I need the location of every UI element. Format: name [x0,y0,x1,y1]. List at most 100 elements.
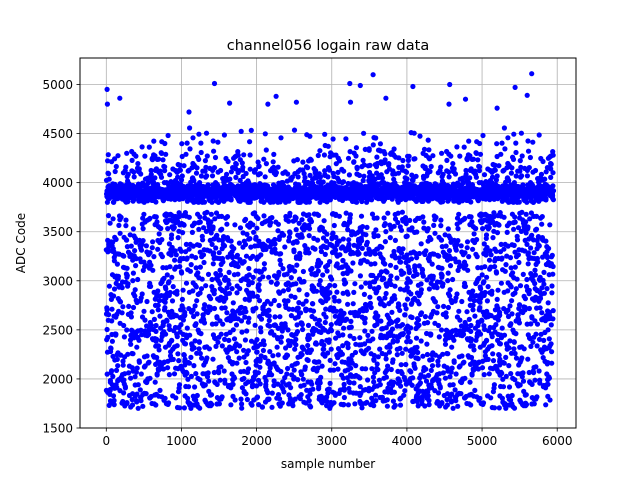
data-point [430,273,436,279]
data-point [198,286,205,292]
data-point [416,250,422,257]
data-point [382,239,388,245]
data-point [462,283,468,289]
data-point [174,288,180,294]
data-point [472,313,478,319]
data-point [285,171,291,177]
data-point [419,267,426,273]
data-point [302,364,308,370]
data-point [408,369,414,375]
data-point [225,158,231,165]
data-point [198,140,204,146]
data-point [230,300,236,306]
data-point [471,347,477,353]
data-point [235,271,241,277]
data-point [181,163,187,169]
data-point [255,215,261,222]
data-point [153,402,159,408]
data-point [377,382,383,388]
data-point [182,312,188,318]
data-point [320,272,326,278]
data-point [416,301,422,307]
data-point [236,355,242,361]
data-point [269,404,275,410]
data-point [188,354,194,360]
data-point [398,227,405,233]
data-point [271,382,277,389]
data-point [261,261,267,267]
data-point [382,261,388,267]
data-point [428,331,434,337]
data-point [299,321,305,328]
data-point [343,136,349,142]
data-point [315,268,321,274]
data-point [141,308,147,314]
data-point [348,365,354,371]
data-point [242,337,248,343]
data-point [226,281,232,287]
data-point [407,279,413,285]
data-point [315,237,321,243]
data-point [438,223,444,229]
data-point [257,171,263,177]
data-point [321,218,327,224]
data-point [146,331,152,337]
data-point [417,133,423,139]
data-point [115,273,121,279]
data-point [379,175,386,181]
data-point [468,322,474,329]
data-point [331,400,337,406]
data-point [223,295,229,301]
data-point [444,402,450,408]
data-point [180,230,186,236]
data-point [359,245,365,251]
data-point [400,157,406,164]
data-point [391,146,397,152]
data-point [438,327,445,333]
data-point [184,325,190,331]
data-point [248,244,254,250]
data-point [261,342,267,348]
data-point [305,342,311,349]
data-point [409,225,415,231]
data-point [186,306,192,312]
data-point [308,157,314,163]
data-point [209,284,215,290]
data-point [294,262,300,268]
data-point [438,217,444,223]
data-point [384,397,390,403]
data-point [144,353,150,359]
data-point [389,319,395,325]
data-point [418,241,424,247]
data-point [450,276,456,283]
data-point [287,210,293,216]
data-point [147,250,153,256]
data-point [143,243,149,249]
data-point [119,285,125,291]
data-point [130,270,136,276]
data-point [421,146,428,152]
data-point [140,403,146,409]
data-point [446,169,452,175]
data-point [284,371,290,377]
data-point [467,379,473,385]
data-point [209,199,215,205]
data-point [358,213,365,219]
data-point [179,270,185,276]
data-point [105,158,111,164]
data-point [413,335,420,341]
data-point [247,166,253,172]
data-point [150,267,156,273]
data-point [294,360,300,366]
data-point [367,162,373,168]
data-point [130,304,137,311]
data-point [242,314,248,320]
data-point [371,403,377,409]
data-point [306,212,312,218]
data-point [306,335,312,341]
data-point [400,246,406,252]
data-point [412,263,418,269]
data-point [370,142,376,148]
data-point [441,303,447,309]
data-point [284,352,291,358]
